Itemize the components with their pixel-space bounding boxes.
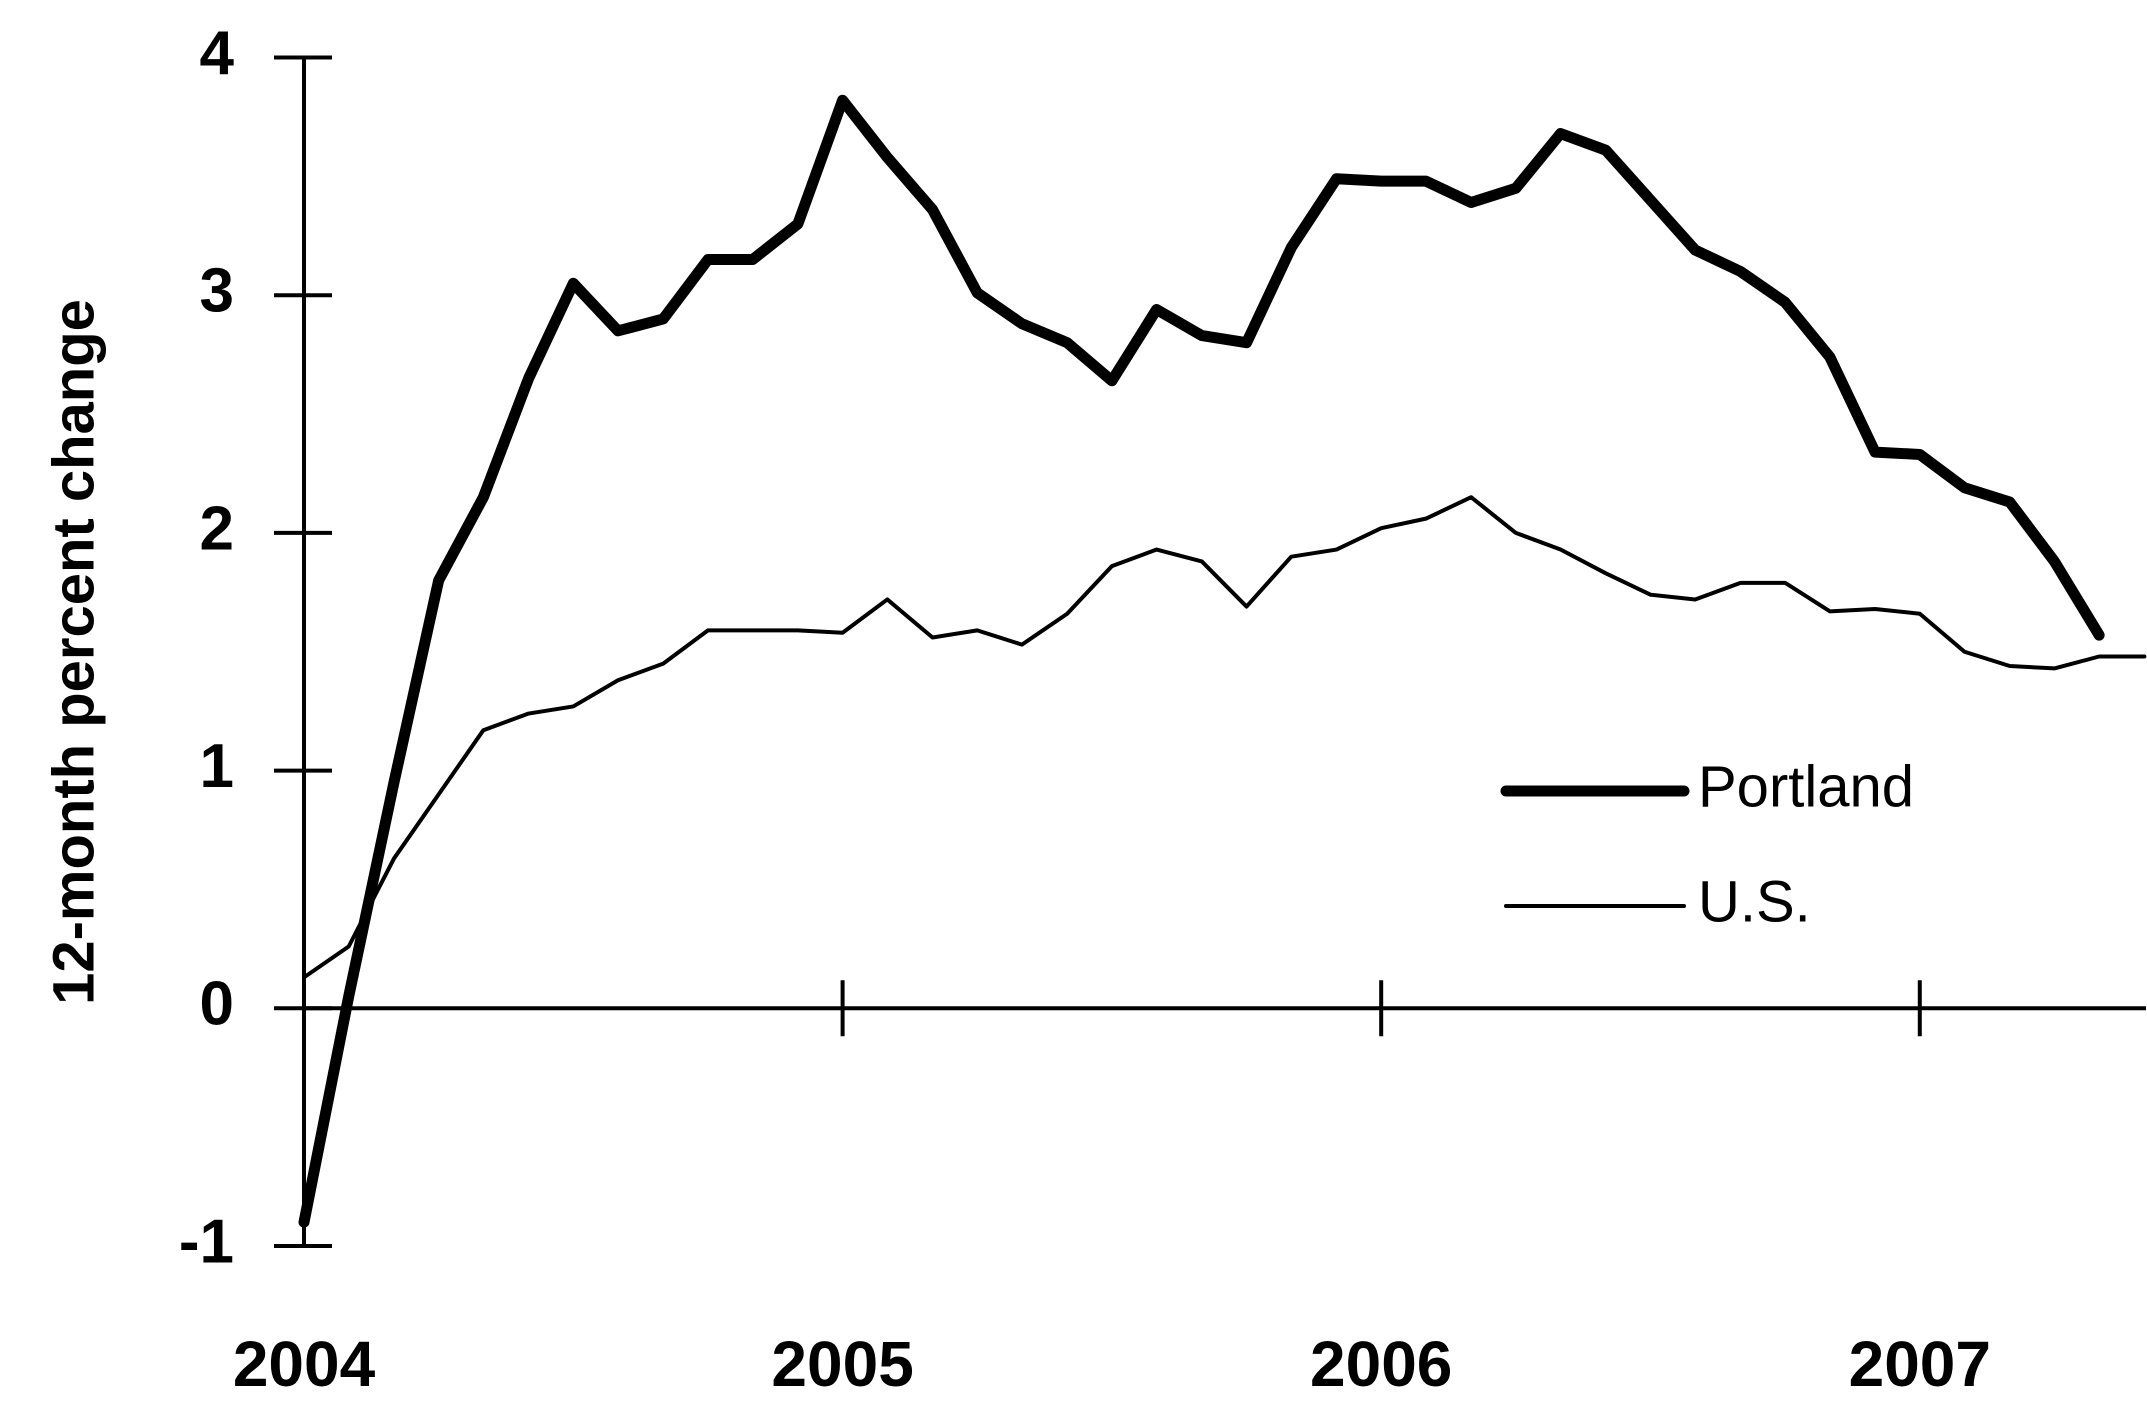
y-tick-label: 4 [200,19,235,88]
series-line [302,495,2147,980]
series-line [298,94,2105,1228]
y-tick-label: 1 [200,732,234,801]
y-tick-label: 0 [200,970,234,1039]
y-tick-label: -1 [179,1207,234,1276]
y-axis-title: 12-month percent change [41,299,106,1005]
legend-label: Portland [1698,754,1914,819]
y-tick-label: 3 [200,257,234,326]
y-tick-label: 2 [200,494,234,563]
x-tick-label: 2007 [1849,1328,1991,1400]
x-tick-label: 2005 [771,1328,913,1400]
x-tick-label: 2004 [233,1328,376,1400]
legend-label: U.S. [1698,869,1811,934]
x-tick-label: 2006 [1310,1328,1452,1400]
